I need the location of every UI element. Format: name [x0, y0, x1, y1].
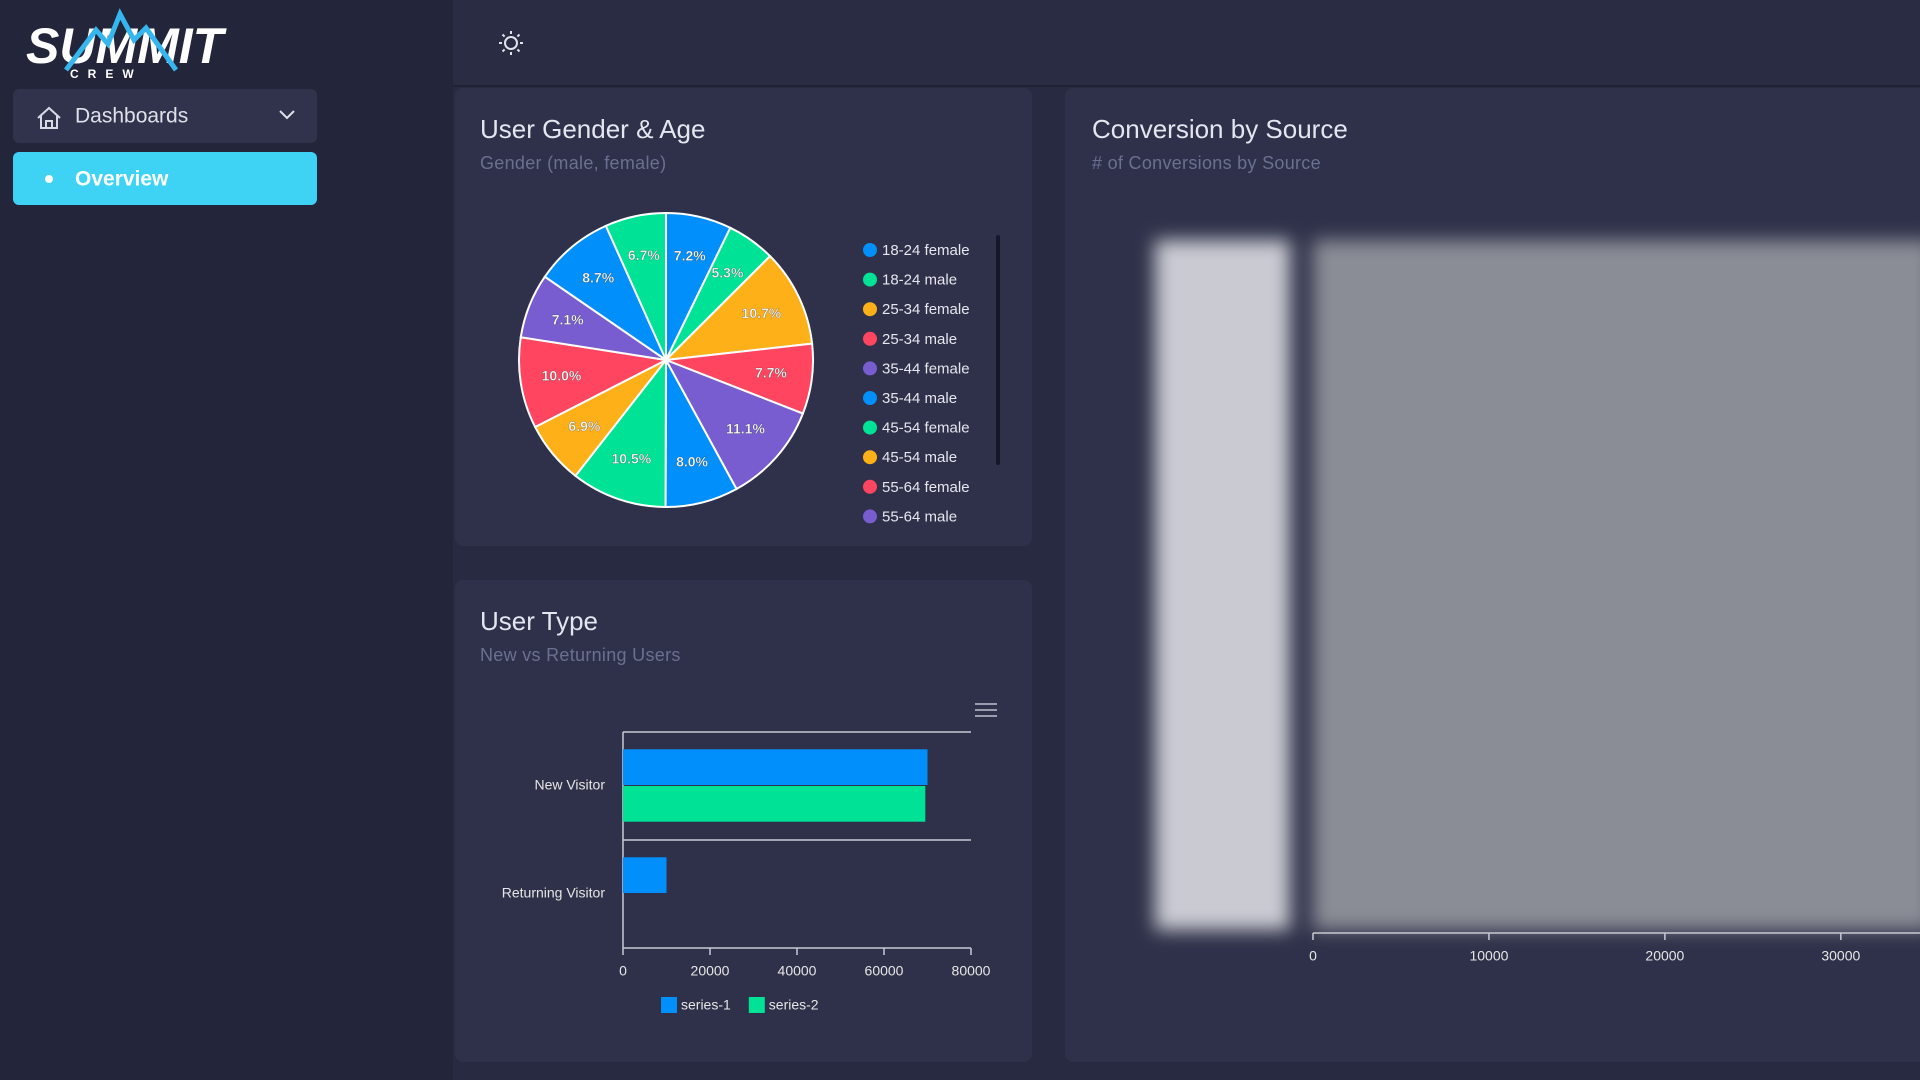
legend-marker: [748, 997, 765, 1013]
legend-label: series-2: [769, 997, 819, 1013]
legend-marker: [863, 272, 877, 287]
x-tick-label: 60000: [865, 963, 904, 979]
slice-label: 10.5%: [612, 451, 652, 467]
x-tick-label: 20000: [1645, 948, 1684, 964]
legend-marker: [863, 243, 877, 257]
x-tick-label: 80000: [952, 963, 991, 979]
sun-icon[interactable]: [504, 36, 518, 50]
x-tick-label: 0: [619, 963, 627, 979]
legend-label: series-1: [681, 997, 731, 1013]
top-bar: [453, 0, 1920, 86]
legend-label: 35-44 female: [882, 360, 970, 377]
nav-label[interactable]: Overview: [75, 168, 169, 191]
pie-slice: [518, 336, 670, 429]
legend-marker: [863, 450, 877, 465]
legend-label: 45-54 male: [882, 449, 957, 466]
pie-slice: [574, 357, 668, 509]
pie-slice: [663, 358, 805, 491]
x-tick-label: 10000: [1469, 948, 1508, 964]
slice-label: 7.2%: [674, 248, 706, 264]
slice-label: 7.1%: [552, 312, 584, 328]
legend-label: 55-64 male: [882, 508, 957, 525]
card-subtitle: # of Conversions by Source: [1092, 153, 1321, 173]
bar: [623, 857, 667, 893]
slice-label: 7.7%: [755, 364, 787, 380]
legend-label: 18-24 male: [882, 272, 957, 289]
legend: 18-24 female 18-24 male 25-34 female 25-34 …: [863, 242, 970, 525]
legend-label: 18-24 female: [882, 242, 970, 259]
card-subtitle: New vs Returning Users: [480, 645, 681, 665]
pie-slice: [663, 254, 814, 362]
nav-button[interactable]: [13, 152, 317, 205]
legend-marker: [863, 302, 877, 317]
legend-marker: [863, 420, 877, 435]
nav-overview[interactable]: Overview: [13, 152, 317, 205]
x-tick-label: 0: [1309, 948, 1317, 964]
logo-mountain: [64, 8, 179, 72]
sun-rays: [499, 31, 523, 55]
chart-menu[interactable]: [975, 703, 997, 717]
legend-label: 45-54 female: [882, 420, 970, 437]
logo: SUMMIT CREW: [26, 8, 228, 81]
legend-label: 55-64 female: [882, 479, 970, 496]
nav-dot: [45, 175, 53, 183]
slice-label: 11.1%: [726, 421, 765, 437]
slice-label: 8.0%: [676, 453, 708, 469]
card-title: User Gender & Age: [480, 114, 705, 144]
nav-dashboards[interactable]: Dashboards: [13, 89, 317, 143]
slice-label: 8.7%: [582, 269, 614, 285]
slice-label: 10.7%: [742, 305, 782, 321]
y-tick-label: New Visitor: [534, 777, 605, 793]
theme-toggle[interactable]: [499, 31, 523, 55]
bar: [623, 749, 928, 785]
x-tick-label: 30000: [1821, 948, 1860, 964]
legend-marker: [863, 479, 877, 494]
legend-marker: [863, 361, 877, 376]
slice-label: 6.9%: [568, 418, 600, 434]
legend-marker: [863, 509, 877, 524]
nav-button[interactable]: [13, 89, 317, 143]
blurred-chart: [1155, 240, 1920, 930]
nav-label[interactable]: Dashboards: [75, 105, 188, 128]
slice-label: 10.0%: [542, 367, 582, 383]
legend-label: 25-34 male: [882, 331, 957, 348]
legend-marker: [863, 331, 877, 346]
legend-marker: [661, 997, 677, 1013]
slice-label: 6.7%: [628, 247, 660, 263]
home-icon: [37, 106, 61, 129]
blurred-labels: [1155, 240, 1290, 930]
card-title: User Type: [480, 606, 598, 636]
x-tick-label: 20000: [691, 963, 730, 979]
legend-label: 25-34 female: [882, 301, 970, 318]
legend-marker: [863, 391, 877, 405]
legend-scrollbar[interactable]: [996, 235, 1000, 465]
legend-label: 35-44 male: [882, 390, 957, 407]
card-title: Conversion by Source: [1092, 114, 1348, 144]
chevron-icon: [279, 110, 295, 120]
card-subtitle: Gender (male, female): [480, 153, 666, 173]
x-tick-label: 40000: [778, 963, 817, 979]
y-tick-label: Returning Visitor: [502, 885, 606, 901]
bar: [623, 786, 926, 822]
logo-subtitle: CREW: [70, 67, 143, 81]
pie-slice: [604, 211, 667, 361]
slice-label: 5.3%: [711, 265, 743, 281]
blurred-bars: [1313, 240, 1920, 930]
